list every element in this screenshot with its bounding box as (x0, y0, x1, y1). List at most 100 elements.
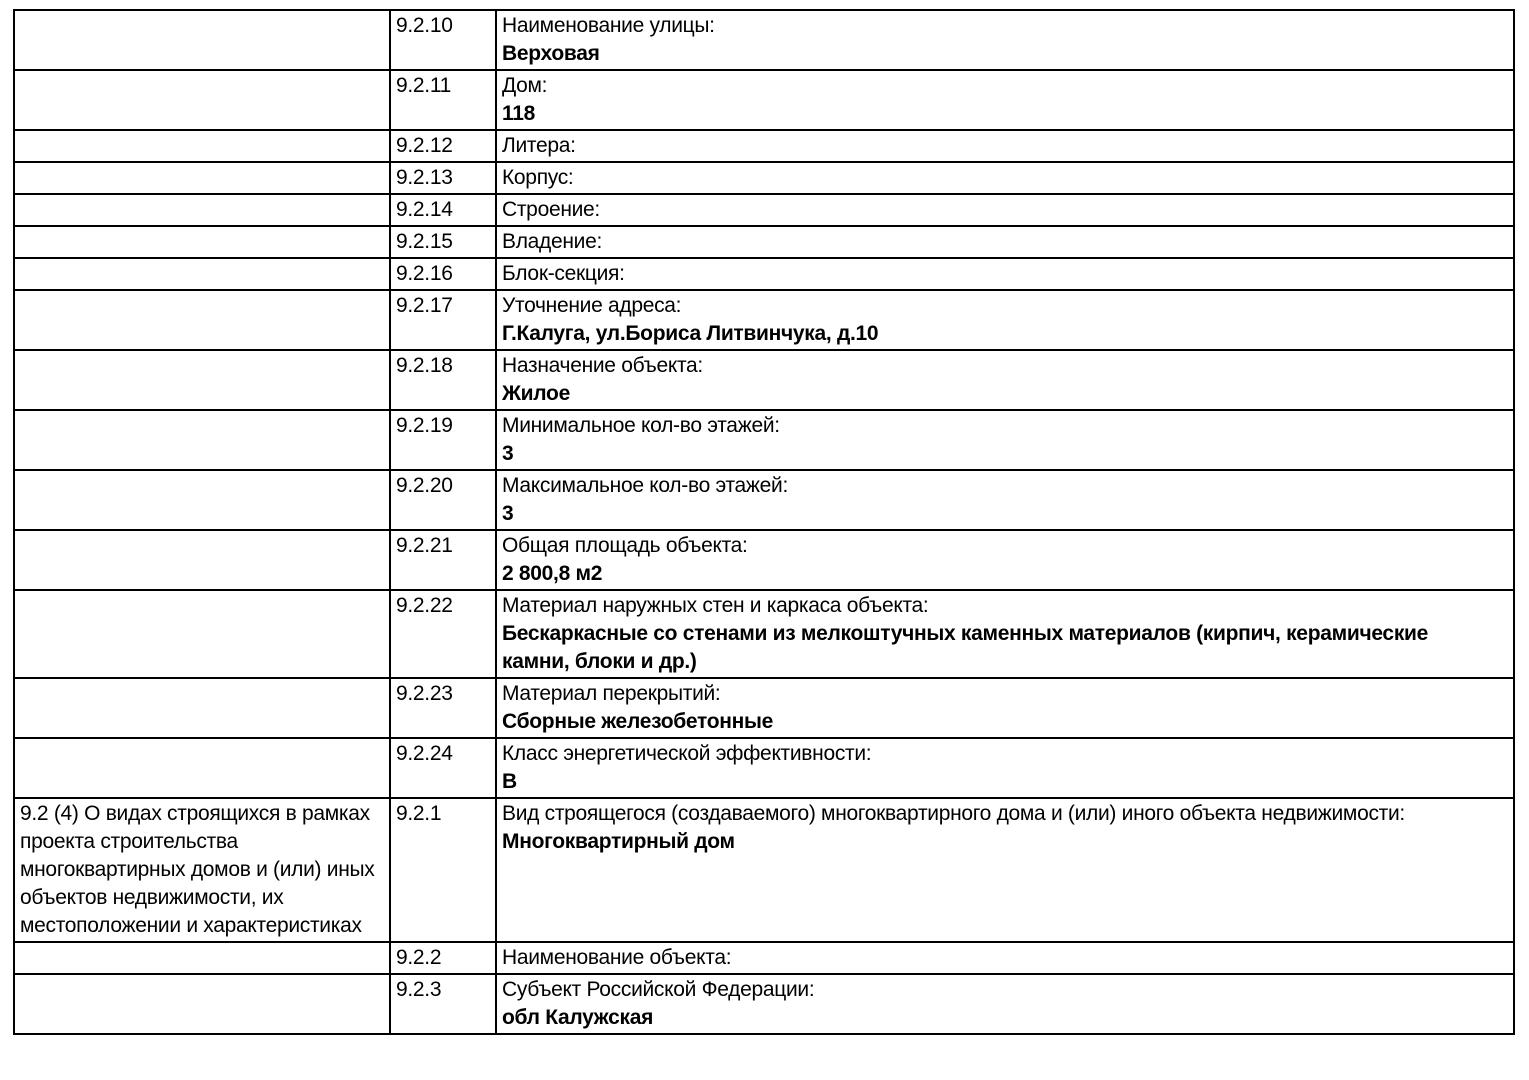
table-row: 9.2.10 Наименование улицы: Верховая (13, 9, 1515, 71)
table-body: 9.2.10 Наименование улицы: Верховая 9.2.… (13, 9, 1515, 1035)
item-number-cell: 9.2.13 (389, 161, 497, 195)
field-cell: Литера: (495, 129, 1515, 163)
table-row: 9.2.11 Дом: 118 (13, 69, 1515, 131)
item-number-cell: 9.2.24 (389, 737, 497, 799)
section-description-cell (13, 677, 391, 739)
section-description-cell (13, 589, 391, 679)
field-label: Владение: (502, 230, 603, 253)
table-row: 9.2.18 Назначение объекта: Жилое (13, 349, 1515, 411)
item-number-cell: 9.2.22 (389, 589, 497, 679)
item-number-cell: 9.2.12 (389, 129, 497, 163)
section-description-cell (13, 225, 391, 259)
field-label: Уточнение адреса: (502, 294, 682, 317)
field-value: Сборные железобетонные (502, 710, 774, 733)
item-number-cell: 9.2.20 (389, 469, 497, 531)
section-description-cell (13, 469, 391, 531)
table-row: 9.2.20 Максимальное кол-во этажей: 3 (13, 469, 1515, 531)
item-number-cell: 9.2.17 (389, 289, 497, 351)
table-row: 9.2.2 Наименование объекта: (13, 941, 1515, 975)
section-description-cell: 9.2 (4) О видах строящихся в рамках прое… (13, 797, 391, 943)
table-row: 9.2.13 Корпус: (13, 161, 1515, 195)
field-cell: Материал наружных стен и каркаса объекта… (495, 589, 1515, 679)
field-label: Корпус: (502, 166, 574, 189)
table-row: 9.2.21 Общая площадь объекта: 2 800,8 м2 (13, 529, 1515, 591)
field-value: обл Калужская (502, 1006, 654, 1029)
table-row: 9.2.12 Литера: (13, 129, 1515, 163)
table-row: 9.2 (4) О видах строящихся в рамках прое… (13, 797, 1515, 943)
section-description-cell (13, 737, 391, 799)
section-description-cell (13, 529, 391, 591)
section-description-cell (13, 409, 391, 471)
item-number-cell: 9.2.23 (389, 677, 497, 739)
item-number-cell: 9.2.14 (389, 193, 497, 227)
field-cell: Наименование улицы: Верховая (495, 9, 1515, 71)
field-label: Материал наружных стен и каркаса объекта… (502, 594, 929, 617)
field-value: 3 (502, 502, 514, 525)
table-row: 9.2.14 Строение: (13, 193, 1515, 227)
field-cell: Уточнение адреса: Г.Калуга, ул.Бориса Ли… (495, 289, 1515, 351)
section-description-cell (13, 9, 391, 71)
table-row: 9.2.15 Владение: (13, 225, 1515, 259)
field-cell: Максимальное кол-во этажей: 3 (495, 469, 1515, 531)
field-cell: Корпус: (495, 161, 1515, 195)
field-value: Многоквартирный дом (502, 830, 735, 853)
field-cell: Субъект Российской Федерации: обл Калужс… (495, 973, 1515, 1035)
field-label: Литера: (502, 134, 576, 157)
table-row: 9.2.17 Уточнение адреса: Г.Калуга, ул.Бо… (13, 289, 1515, 351)
section-description-cell (13, 349, 391, 411)
field-cell: Минимальное кол-во этажей: 3 (495, 409, 1515, 471)
field-label: Вид строящегося (создаваемого) многоквар… (502, 802, 1405, 825)
field-cell: Назначение объекта: Жилое (495, 349, 1515, 411)
item-number-cell: 9.2.11 (389, 69, 497, 131)
table-row: 9.2.16 Блок-секция: (13, 257, 1515, 291)
field-label: Строение: (502, 198, 600, 221)
field-label: Наименование объекта: (502, 946, 732, 969)
field-cell: Дом: 118 (495, 69, 1515, 131)
item-number-cell: 9.2.18 (389, 349, 497, 411)
item-number-cell: 9.2.16 (389, 257, 497, 291)
table-row: 9.2.23 Материал перекрытий: Сборные желе… (13, 677, 1515, 739)
item-number-cell: 9.2.1 (389, 797, 497, 943)
item-number-cell: 9.2.15 (389, 225, 497, 259)
field-value: 2 800,8 м2 (502, 562, 603, 585)
field-label: Назначение объекта: (502, 354, 703, 377)
table-row: 9.2.24 Класс энергетической эффективност… (13, 737, 1515, 799)
field-value: 118 (502, 102, 535, 125)
section-description-cell (13, 941, 391, 975)
item-number-cell: 9.2.2 (389, 941, 497, 975)
table-row: 9.2.19 Минимальное кол-во этажей: 3 (13, 409, 1515, 471)
field-value: Жилое (502, 382, 570, 405)
field-cell: Вид строящегося (создаваемого) многоквар… (495, 797, 1515, 943)
field-label: Дом: (502, 74, 548, 97)
field-cell: Блок-секция: (495, 257, 1515, 291)
section-description-cell (13, 129, 391, 163)
field-cell: Общая площадь объекта: 2 800,8 м2 (495, 529, 1515, 591)
field-value: Верховая (502, 42, 600, 65)
section-description-cell (13, 973, 391, 1035)
item-number-cell: 9.2.3 (389, 973, 497, 1035)
field-cell: Строение: (495, 193, 1515, 227)
field-value: Бескаркасные со стенами из мелкоштучных … (502, 622, 1429, 673)
item-number-cell: 9.2.21 (389, 529, 497, 591)
section-description-cell (13, 289, 391, 351)
section-description-cell (13, 193, 391, 227)
project-declaration-table: 9.2.10 Наименование улицы: Верховая 9.2.… (13, 9, 1515, 1035)
field-value: В (502, 770, 517, 793)
field-label: Общая площадь объекта: (502, 534, 748, 557)
field-value: Г.Калуга, ул.Бориса Литвинчука, д.10 (502, 322, 879, 345)
field-cell: Наименование объекта: (495, 941, 1515, 975)
table-row: 9.2.3 Субъект Российской Федерации: обл … (13, 973, 1515, 1035)
item-number-cell: 9.2.10 (389, 9, 497, 71)
field-label: Материал перекрытий: (502, 682, 721, 705)
field-cell: Класс энергетической эффективности: В (495, 737, 1515, 799)
field-cell: Владение: (495, 225, 1515, 259)
field-label: Класс энергетической эффективности: (502, 742, 872, 765)
field-label: Минимальное кол-во этажей: (502, 414, 780, 437)
field-cell: Материал перекрытий: Сборные железобетон… (495, 677, 1515, 739)
item-number-cell: 9.2.19 (389, 409, 497, 471)
section-description-cell (13, 69, 391, 131)
table-row: 9.2.22 Материал наружных стен и каркаса … (13, 589, 1515, 679)
field-label: Наименование улицы: (502, 14, 715, 37)
field-label: Максимальное кол-во этажей: (502, 474, 788, 497)
